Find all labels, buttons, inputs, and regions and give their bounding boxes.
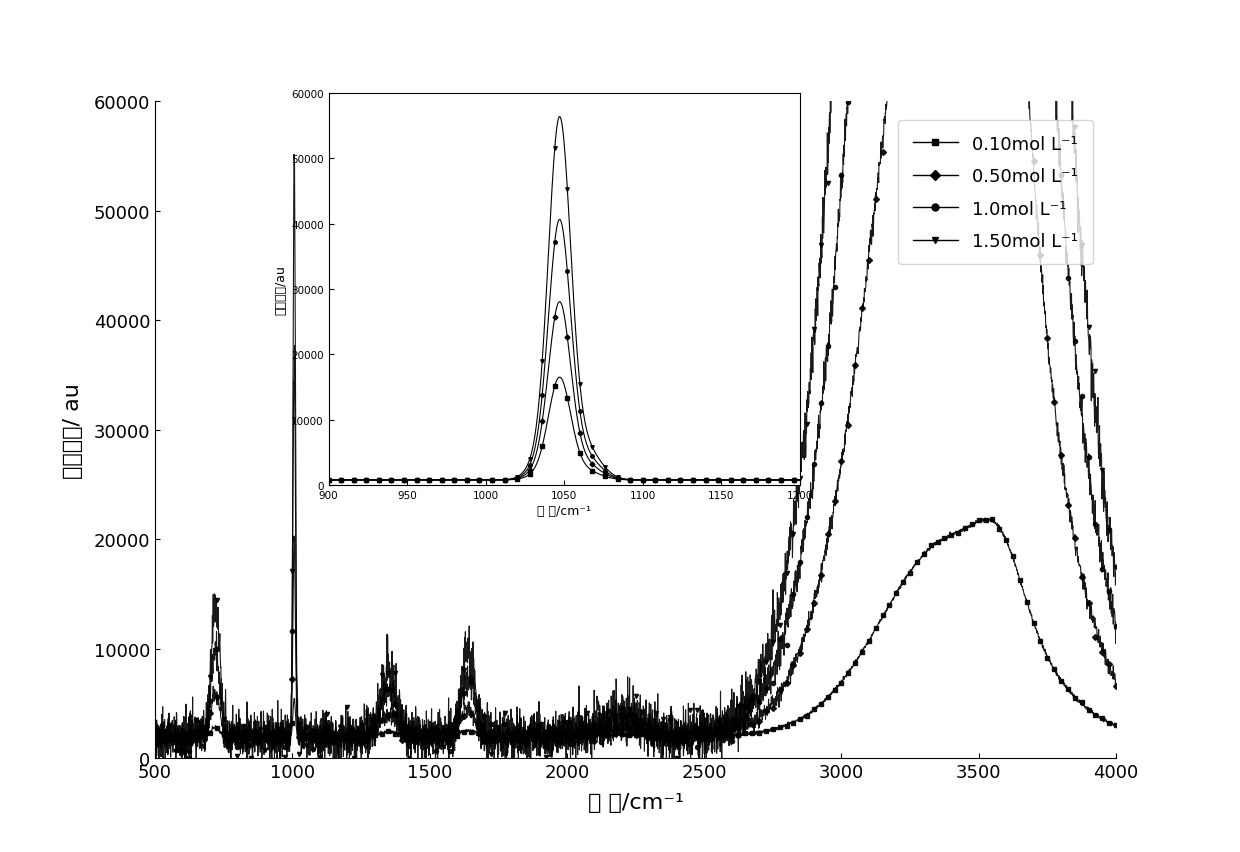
Y-axis label: 拉曼强度/ au: 拉曼强度/ au: [62, 383, 83, 478]
X-axis label: 波 数/cm⁻¹: 波 数/cm⁻¹: [537, 504, 591, 518]
Legend: 0.10mol L⁻¹, 0.50mol L⁻¹, 1.0mol L⁻¹, 1.50mol L⁻¹: 0.10mol L⁻¹, 0.50mol L⁻¹, 1.0mol L⁻¹, 1.…: [898, 121, 1092, 265]
X-axis label: 波 数/cm⁻¹: 波 数/cm⁻¹: [588, 792, 683, 812]
Y-axis label: 拉曼强度/au: 拉曼强度/au: [274, 265, 286, 314]
